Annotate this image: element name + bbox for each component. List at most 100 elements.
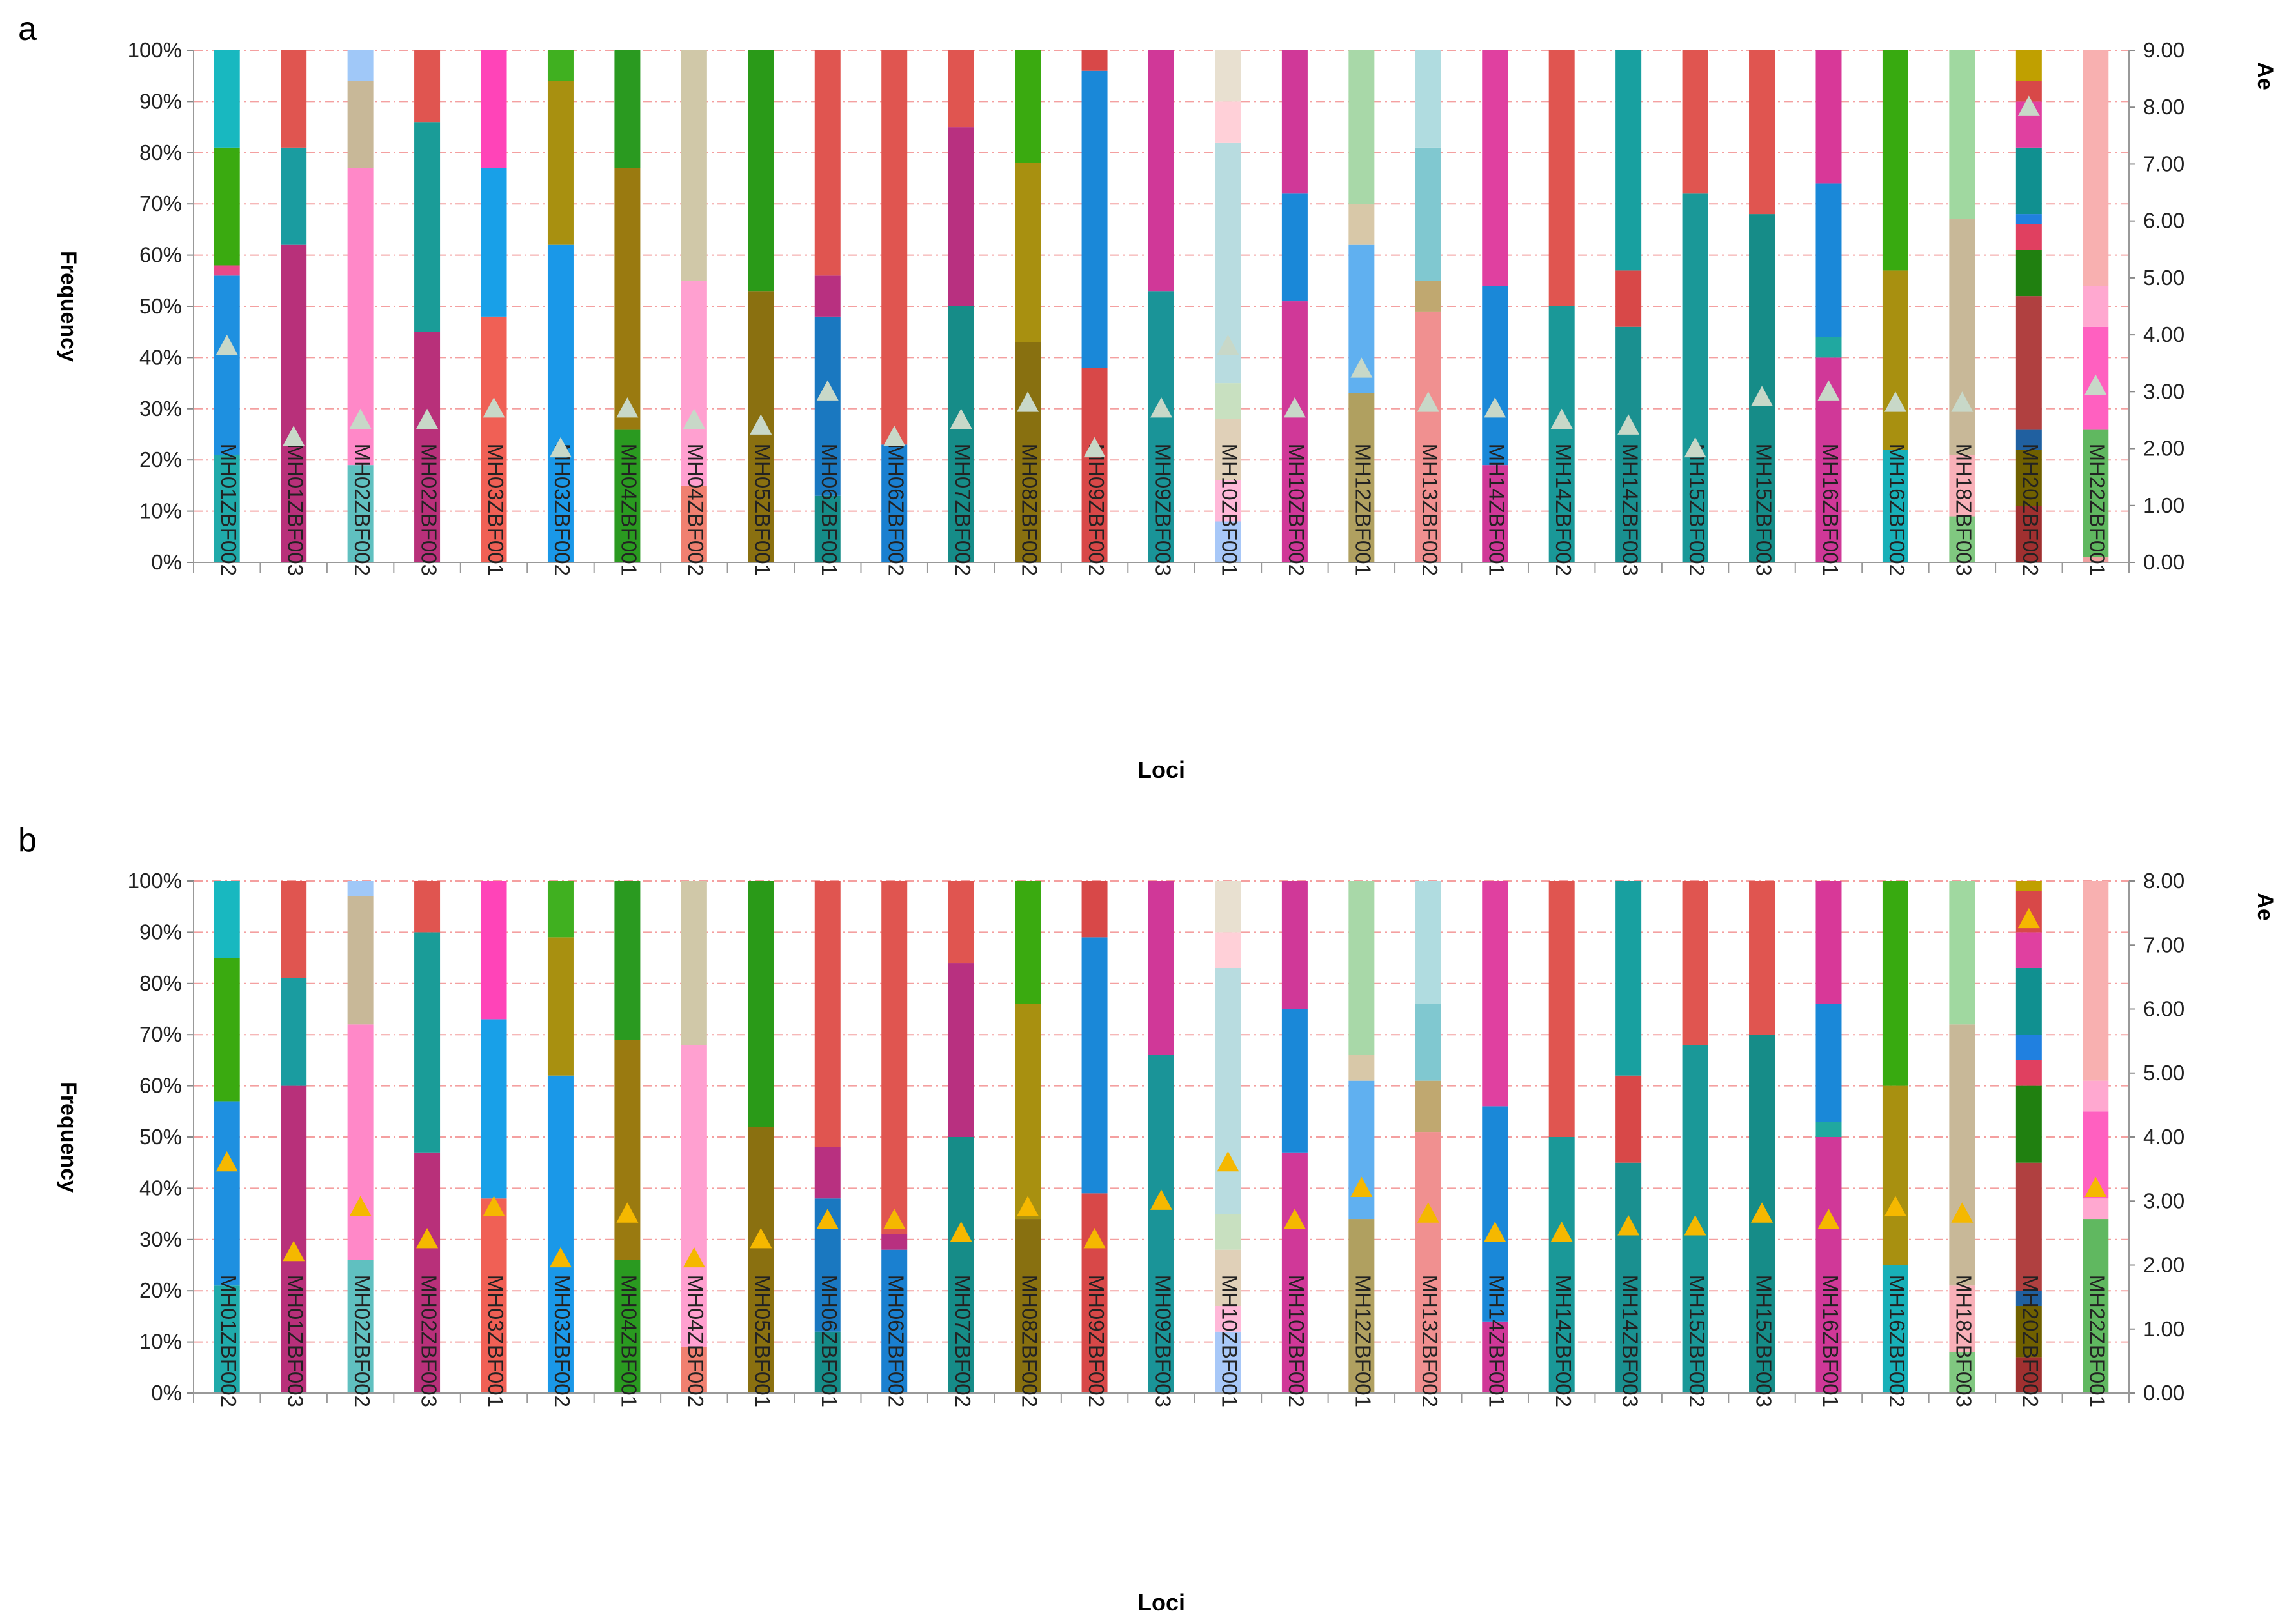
panel-a-bar-segment [1015, 163, 1041, 342]
panel-b-left-tick-label: 60% [139, 1074, 182, 1098]
panel-b-ae-marker [1550, 1222, 1573, 1242]
panel-a-bar-segment [1815, 183, 1842, 337]
panel-a-category-label: MH16ZBF001 [1819, 444, 1843, 576]
panel-a-bar-segment [1348, 393, 1375, 562]
panel-a-bar-segment [2015, 506, 2042, 562]
panel-b-bar-segment [347, 896, 374, 1025]
panel-a-bar-segment [281, 244, 307, 562]
panel-b-bar-segment [481, 881, 507, 1020]
panel-a-bar-segment [881, 50, 908, 445]
panel-a-ae-marker [1150, 397, 1172, 418]
panel-b-bar-segment [2015, 1162, 2042, 1291]
panel-b-ae-marker [1751, 1202, 1774, 1223]
panel-b-category-label: MH04ZBF002 [684, 1275, 708, 1407]
panel-a-ae-marker [1684, 437, 1706, 458]
panel-b-bar-segment [547, 1075, 574, 1393]
panel-b-bar-segment [881, 881, 908, 1234]
panel-a-category-label: MH13ZBF002 [1418, 444, 1442, 576]
panel-b-category-label: MH03ZBF001 [484, 1275, 508, 1407]
panel-a-category-label: MH14ZBF001 [1485, 444, 1509, 576]
panel-a-right-tick-label: 4.00 [2143, 322, 2184, 346]
panel-b-ae-marker [1617, 1215, 1640, 1236]
panel-b-bar-segment [1348, 881, 1375, 1055]
panel-a-bar-segment [1081, 70, 1108, 368]
panel-a-xlabel: Loci [1137, 757, 1185, 783]
panel-b-bar-segment [681, 1347, 707, 1393]
panel-a-bar-segment [1882, 270, 1908, 450]
panel-b-bar-segment [2015, 1357, 2042, 1393]
panel-b-category-label: MH15ZBF002 [1685, 1275, 1709, 1407]
panel-a-bar-segment [2015, 450, 2042, 506]
panel-a-category-label: MH03ZBF002 [550, 444, 574, 576]
panel-a-bar-segment [1615, 326, 1642, 562]
panel-a-bar-segment [214, 147, 240, 266]
panel-a-bar-segment [748, 50, 774, 292]
panel-b-bar-segment [1015, 1004, 1041, 1220]
panel-b-bar-segment [1215, 967, 1241, 1214]
panel-b-bar-segment [1215, 1306, 1241, 1332]
panel-b-bar-segment [1415, 1080, 1441, 1133]
panel-b-bar-segment [1215, 1331, 1241, 1393]
panel-b-category-label: MH07ZBF002 [951, 1275, 975, 1407]
panel-b-bar-segment [481, 1198, 507, 1393]
panel-b-ae-marker [2084, 1176, 2107, 1197]
panel-a-ae-marker [483, 397, 505, 418]
panel-a-ae-marker [1951, 391, 1974, 412]
panel-a-bar-segment [1215, 383, 1241, 419]
panel-a-bar-segment [948, 50, 974, 128]
panel-a-bar-segment [1281, 301, 1308, 562]
panel-b-bar-segment [1682, 881, 1708, 1045]
panel-b-right-tick-label: 5.00 [2143, 1061, 2184, 1085]
panel-a-left-tick-label: 30% [139, 397, 182, 421]
panel-b-bar-segment [347, 881, 374, 896]
panel-b-category-label: MH14ZBF003 [1618, 1275, 1642, 1407]
panel-a-bar-segment [1749, 50, 1775, 215]
panel-a-right-tick-label: 3.00 [2143, 379, 2184, 403]
panel-b-bar-segment [2015, 967, 2042, 1035]
panel-b-bar-segment [948, 963, 974, 1137]
panel-b-bar-segment [881, 1249, 908, 1393]
panel-b-bar-segment [1615, 1162, 1642, 1393]
panel-a-bar-segment [1215, 480, 1241, 522]
panel-b-left-tick-label: 100% [128, 869, 182, 893]
panel-b-ae-marker [616, 1202, 639, 1223]
panel-b-category-label: MH14ZBF001 [1485, 1275, 1509, 1407]
panel-a-category-label: MH06ZBF002 [884, 444, 908, 576]
panel-a-right-tick-label: 5.00 [2143, 266, 2184, 290]
panel-b-category-label: MH04ZBF001 [617, 1275, 641, 1407]
panel-b-bar-segment [681, 881, 707, 1045]
panel-b-category-label: MH09ZBF003 [1151, 1275, 1175, 1407]
panel-b-left-tick-label: 90% [139, 920, 182, 944]
panel-b-right-tick-label: 8.00 [2143, 869, 2184, 893]
panel-b-bar-segment [814, 1331, 841, 1393]
panel-a-category-label: MH18ZBF003 [1952, 444, 1976, 576]
panel-a-bar-segment [1348, 50, 1375, 204]
panel-b-left-tick-label: 10% [139, 1330, 182, 1354]
panel-a-ae-marker [816, 380, 839, 401]
panel-b-bar-segment [614, 881, 641, 1040]
panel-a-ae-marker [215, 334, 238, 355]
panel-a-bar-segment [1148, 291, 1174, 562]
panel-b-category-label: MH01ZBF003 [283, 1275, 307, 1407]
panel-a-category-label: MH02ZBF003 [417, 444, 441, 576]
panel-b-ae-marker [950, 1222, 972, 1242]
panel-a-bar-segment [1415, 311, 1441, 562]
panel-b-category-label: MH12ZBF001 [1352, 1275, 1375, 1407]
panel-b-category-label: MH06ZBF001 [817, 1275, 841, 1407]
panel-a-category-label: MH01ZBF002 [217, 444, 241, 576]
panel-a-bar-segment [1949, 455, 1975, 517]
panel-a-right-tick-label: 7.00 [2143, 152, 2184, 175]
panel-b-bar-segment [281, 1085, 307, 1393]
panel-a-bar-segment [2015, 429, 2042, 450]
panel-a-bar-segment [1148, 50, 1174, 292]
panel-a-ae-marker [549, 437, 572, 458]
panel-b-left-tick-label: 0% [151, 1381, 182, 1405]
panel-b-bar-segment [814, 881, 841, 1147]
panel-b-bar-segment [1348, 1219, 1375, 1393]
panel-b-bar-segment [1949, 881, 1975, 1025]
panel-b-ae-marker [1484, 1222, 1506, 1242]
panel-a-bar-segment [1482, 286, 1508, 466]
panel-b-category-label: MH18ZBF003 [1952, 1275, 1976, 1407]
panel-b-ae-marker [483, 1196, 505, 1216]
panel-b-bar-segment [1348, 1080, 1375, 1220]
